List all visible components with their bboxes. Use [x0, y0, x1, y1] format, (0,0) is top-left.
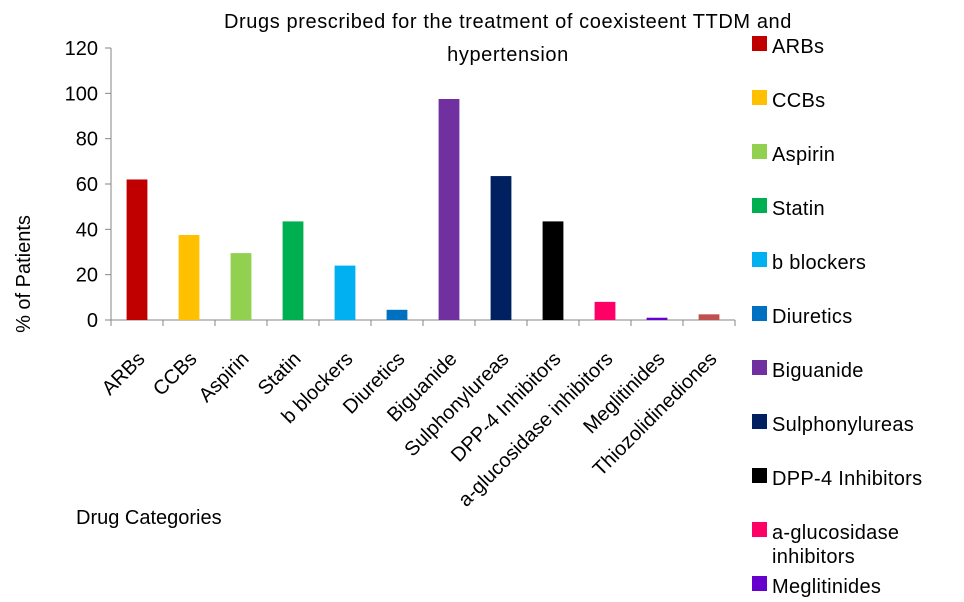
bar-arbs — [126, 179, 148, 320]
legend-label: inhibitors — [772, 546, 855, 568]
y-tick-label: 80 — [76, 129, 98, 151]
bar-dpp-4-inhibitors — [542, 221, 564, 320]
legend-label: Aspirin — [772, 144, 835, 166]
legend-swatch — [752, 306, 767, 321]
bar-biguanide — [438, 99, 460, 320]
x-axis — [110, 319, 736, 326]
legend-label: Diuretics — [772, 306, 853, 328]
legend-label: CCBs — [772, 90, 825, 112]
bar-thiozolidinediones — [698, 314, 720, 320]
legend-swatch — [752, 90, 767, 105]
legend-label: DPP-4 Inhibitors — [772, 468, 922, 490]
chart-title-line-2: hypertension — [447, 44, 569, 66]
y-tick-label: 120 — [65, 38, 98, 60]
y-tick-label: 60 — [76, 174, 98, 196]
legend-label: Meglitinides — [772, 576, 881, 598]
bars — [126, 99, 720, 320]
bar-ccbs — [178, 235, 200, 320]
legend-swatch — [752, 576, 767, 591]
legend-label: a-glucosidase — [772, 522, 899, 544]
legend-label: Biguanide — [772, 360, 864, 382]
legend-swatch — [752, 468, 767, 483]
x-axis-label: Drug Categories — [76, 507, 222, 529]
bar-aspirin — [230, 253, 252, 320]
legend-swatch — [752, 522, 767, 537]
legend-swatch — [752, 360, 767, 375]
bar-meglitinides — [646, 317, 668, 320]
y-tick-label: 100 — [65, 83, 98, 105]
bar-statin — [282, 221, 304, 320]
legend-swatch — [752, 252, 767, 267]
y-tick-label: 0 — [87, 310, 98, 332]
legend-swatch — [752, 144, 767, 159]
bar-sulphonylureas — [490, 176, 512, 320]
legend-label: b blockers — [772, 252, 866, 274]
chart-title: Drugs prescribed for the treatment of co… — [224, 11, 792, 66]
bar-a-glucosidase-inhibitors — [594, 301, 616, 320]
legend-swatch — [752, 414, 767, 429]
bar-diuretics — [386, 309, 408, 320]
legend-label: Sulphonylureas — [772, 414, 914, 436]
x-tick-label: CCBs — [149, 348, 201, 400]
bar-b-blockers — [334, 265, 356, 320]
y-tick-label: 40 — [76, 219, 98, 241]
legend: ARBs CCBs Aspirin Statin b blockers Diuretics… — [752, 36, 922, 598]
y-axis-label: % of Patients — [13, 215, 35, 333]
x-tick-label: Aspirin — [195, 348, 254, 407]
legend-swatch — [752, 36, 767, 51]
y-axis: 0 20 40 60 80 100 120 — [65, 38, 112, 332]
chart-title-line-1: Drugs prescribed for the treatment of co… — [224, 11, 792, 33]
legend-label: Statin — [772, 198, 825, 220]
legend-swatch — [752, 198, 767, 213]
x-tick-label: ARBs — [98, 348, 150, 400]
legend-label: ARBs — [772, 36, 824, 58]
y-tick-label: 20 — [76, 265, 98, 287]
